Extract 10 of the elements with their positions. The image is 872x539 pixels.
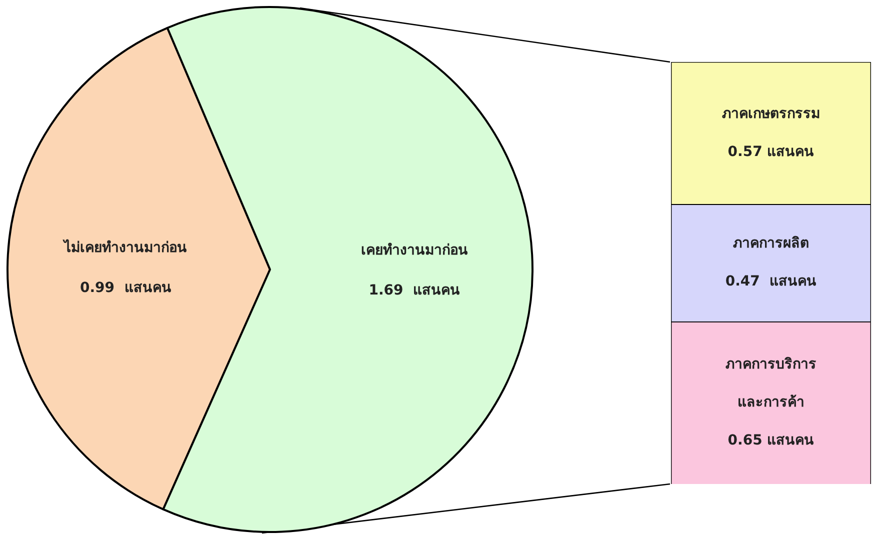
series-label: ภาคเกษตรกรรม	[722, 106, 820, 122]
data-label: 1.69 แสนคน	[368, 282, 460, 298]
data-label: 0.47 แสนคน	[725, 274, 817, 290]
data-label: 0.57 แสนคน	[728, 144, 814, 160]
text: ภาคการบริการ และการค้า	[726, 356, 816, 410]
data-label: 0.99 แสนคน	[80, 280, 172, 296]
slice-label: เคยทำงานมาก่อน	[360, 242, 468, 258]
series-label: ภาคการผลิต	[733, 236, 809, 252]
data-label: 0.65 แสนคน	[728, 432, 814, 448]
slice-label: ไม่เคยทำงานมาก่อน	[62, 238, 188, 256]
